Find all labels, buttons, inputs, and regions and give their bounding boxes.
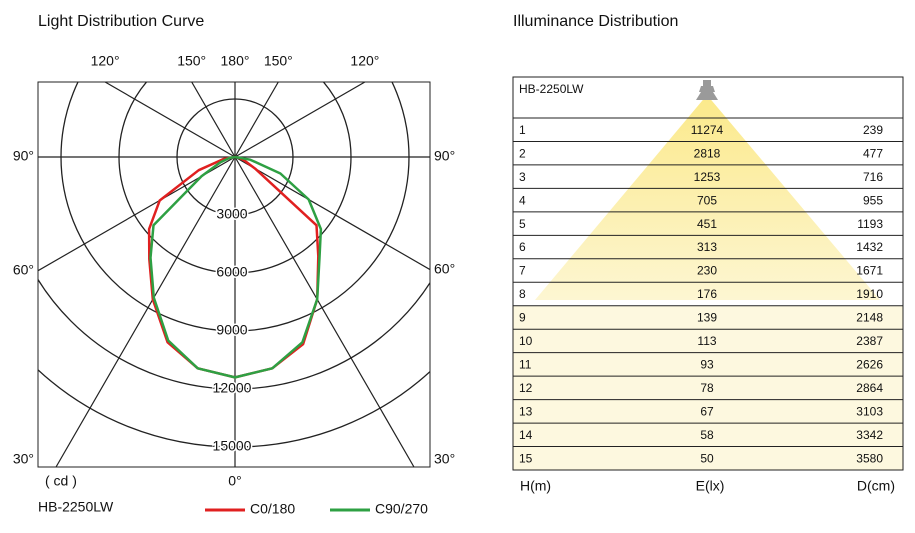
light-fade bbox=[513, 306, 903, 470]
cell: 11274 bbox=[691, 123, 724, 137]
cell: 12 bbox=[519, 381, 533, 395]
angle-tick-label: 150° bbox=[177, 53, 206, 69]
angle-tick-label: 0° bbox=[228, 473, 241, 489]
cell: 313 bbox=[697, 240, 717, 254]
grid-radial bbox=[234, 156, 430, 271]
cell: 7 bbox=[519, 264, 526, 278]
cell: 113 bbox=[697, 334, 716, 348]
column-label: H(m) bbox=[520, 478, 551, 494]
cell: 230 bbox=[697, 264, 717, 278]
unit-label: ( cd ) bbox=[45, 473, 77, 489]
legend-label: C0/180 bbox=[250, 501, 295, 517]
plot-frame bbox=[37, 81, 431, 468]
grid-radial bbox=[234, 156, 415, 467]
angle-tick-label: 60° bbox=[434, 260, 455, 276]
column-label: D(cm) bbox=[857, 478, 895, 494]
cell: 451 bbox=[697, 217, 717, 231]
angle-tick-label: 180° bbox=[221, 53, 250, 69]
cell: 4 bbox=[519, 193, 526, 207]
cell: 239 bbox=[863, 123, 883, 137]
angle-tick-label: 150° bbox=[264, 53, 293, 69]
cell: 1671 bbox=[856, 264, 883, 278]
cell: 5 bbox=[519, 217, 526, 231]
cell: 93 bbox=[700, 358, 714, 372]
cell: 11 bbox=[519, 358, 532, 372]
plot-area bbox=[38, 82, 430, 467]
cell: 955 bbox=[863, 193, 883, 207]
cell: 1193 bbox=[857, 217, 883, 231]
r-tick-label: 9000 bbox=[216, 322, 247, 338]
lamp-icon bbox=[696, 80, 718, 100]
table-model: HB-2250LW bbox=[519, 82, 584, 96]
cell: 3 bbox=[519, 170, 526, 184]
cell: 705 bbox=[697, 193, 717, 207]
grid-radial bbox=[234, 82, 279, 158]
cell: 2 bbox=[519, 146, 526, 160]
angle-tick-label: 120° bbox=[350, 53, 379, 69]
cell: 477 bbox=[863, 146, 883, 160]
angle-tick-label: 60° bbox=[13, 261, 34, 277]
cell: 10 bbox=[519, 334, 533, 348]
cell: 2864 bbox=[856, 381, 883, 395]
cell: 67 bbox=[700, 405, 714, 419]
cell: 3342 bbox=[856, 428, 883, 442]
cell: 3103 bbox=[856, 405, 883, 419]
cell: 2626 bbox=[856, 358, 883, 372]
r-tick-label: 6000 bbox=[216, 264, 247, 280]
grid-radial bbox=[104, 82, 236, 158]
angle-tick-label: 30° bbox=[13, 451, 34, 467]
cell: 2818 bbox=[694, 146, 721, 160]
cell: 716 bbox=[863, 170, 883, 184]
cell: 13 bbox=[519, 405, 533, 419]
cell: 2148 bbox=[856, 311, 883, 325]
angle-tick-label: 90° bbox=[13, 148, 34, 164]
cell: 1 bbox=[519, 123, 526, 137]
cell: 8 bbox=[519, 287, 526, 301]
grid-radial bbox=[234, 82, 366, 158]
legend-label: C90/270 bbox=[375, 501, 428, 517]
grid-radial bbox=[55, 156, 236, 467]
cell: 15 bbox=[519, 451, 533, 465]
angle-tick-label: 120° bbox=[91, 53, 120, 69]
r-tick-label: 3000 bbox=[216, 206, 247, 222]
r-tick-label: 12000 bbox=[213, 380, 252, 396]
grid-circle bbox=[38, 368, 430, 448]
light-beam bbox=[535, 95, 880, 300]
cell: 176 bbox=[697, 287, 717, 301]
curve bbox=[149, 155, 323, 379]
cell: 9 bbox=[519, 311, 526, 325]
model-label: HB-2250LW bbox=[38, 499, 114, 515]
angle-tick-label: 30° bbox=[434, 451, 455, 467]
chart-title: Light Distribution Curve bbox=[38, 13, 204, 30]
grid-radial bbox=[191, 82, 236, 158]
cell: 1253 bbox=[694, 170, 721, 184]
table-title: Illuminance Distribution bbox=[513, 13, 678, 30]
table-frame bbox=[512, 76, 904, 471]
cell: 2387 bbox=[856, 334, 883, 348]
column-label: E(lx) bbox=[696, 478, 725, 494]
cell: 1910 bbox=[856, 287, 883, 301]
cell: 50 bbox=[700, 451, 714, 465]
r-tick-label: 15000 bbox=[213, 438, 252, 454]
cell: 6 bbox=[519, 240, 526, 254]
cell: 14 bbox=[519, 428, 533, 442]
angle-tick-label: 90° bbox=[434, 148, 455, 164]
cell: 58 bbox=[700, 428, 714, 442]
cell: 139 bbox=[697, 311, 717, 325]
cell: 3580 bbox=[856, 451, 883, 465]
cell: 1432 bbox=[856, 240, 883, 254]
cell: 78 bbox=[700, 381, 714, 395]
